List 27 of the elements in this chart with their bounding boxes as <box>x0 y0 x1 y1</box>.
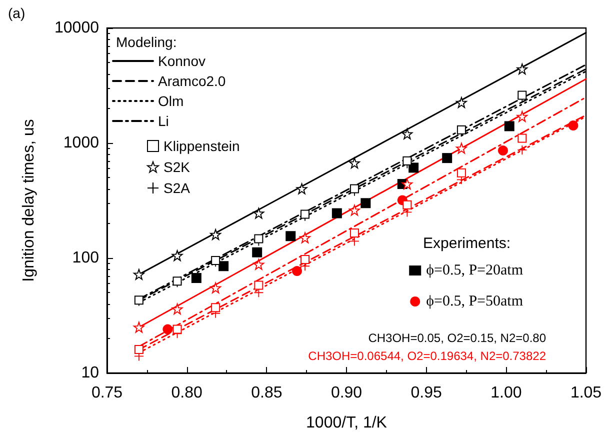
legend-label: Aramco2.0 <box>158 73 226 89</box>
y-axis-title: Ignition delay times, us <box>20 119 38 282</box>
y-tick-label: 1000 <box>63 134 100 152</box>
annotation: CH3OH=0.05, O2=0.15, N2=0.80 <box>368 331 546 345</box>
x-axis-title: 1000/T, 1/K <box>306 414 388 432</box>
x-tick-label: 1.05 <box>570 384 602 402</box>
legend-label: Li <box>158 113 169 129</box>
legend-label: ϕ=0.5, P=50atm <box>426 294 524 310</box>
annotation: Experiments: <box>423 235 511 252</box>
legend-label: ϕ=0.5, P=20atm <box>426 262 524 278</box>
y-tick-label: 100 <box>72 250 100 266</box>
text: (a) <box>8 5 26 21</box>
x-tick-label: 0.75 <box>91 384 123 402</box>
legend-label: Konnov <box>158 53 206 69</box>
x-tick-label: 0.90 <box>330 384 362 402</box>
legend-label: Olm <box>158 93 184 109</box>
legend-label: Klippenstein <box>164 138 240 154</box>
y-tick-label: 10 <box>81 364 100 382</box>
annotation: CH3OH=0.06544, O2=0.19634, N2=0.73822 <box>308 349 546 363</box>
y-tick-label: 10000 <box>54 20 100 36</box>
legend-label: S2K <box>164 159 191 175</box>
legend-title: Modeling: <box>116 34 177 50</box>
x-tick-label: 0.85 <box>251 384 282 402</box>
legend-label: S2A <box>164 180 191 196</box>
x-tick-label: 1.00 <box>490 384 522 402</box>
x-tick-label: 0.95 <box>410 384 442 402</box>
x-tick-label: 0.80 <box>171 384 203 402</box>
